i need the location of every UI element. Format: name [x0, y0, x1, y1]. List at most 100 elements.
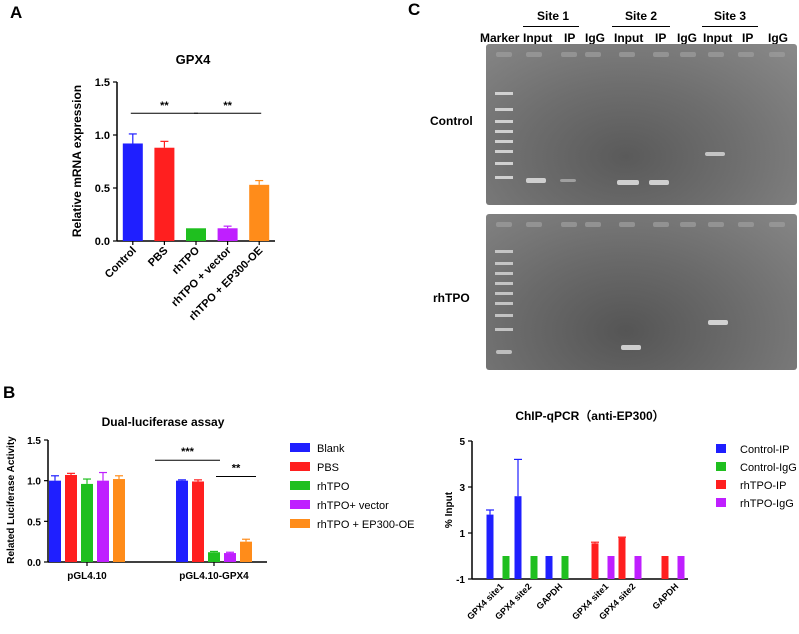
ladder-band	[495, 150, 513, 153]
bar-2	[154, 147, 175, 241]
gel-well	[653, 222, 669, 227]
bar-control-ip	[514, 496, 522, 556]
chart-b-y-tick-label: 0.0	[27, 558, 41, 569]
lane-label-marker: Marker	[480, 31, 520, 45]
significance-mark: **	[160, 100, 169, 112]
bar-rhtpo-ep300-oe	[113, 479, 125, 562]
site-divider-2	[612, 26, 670, 27]
legend-label: Control-IgG	[740, 462, 797, 474]
y-axis-label: Relative mRNA expression	[70, 85, 84, 237]
lane-label-input-3: Input	[703, 31, 733, 45]
ladder-band	[495, 92, 513, 95]
bar-blank	[176, 480, 188, 562]
chart-title: Dual-luciferase assay	[102, 415, 225, 429]
gel-well	[496, 52, 512, 57]
legend-label: PBS	[317, 462, 339, 474]
legend-label: rhTPO	[317, 481, 350, 493]
row-label-rhtpo: rhTPO	[433, 291, 470, 305]
bar-blank	[49, 480, 61, 562]
gel-well	[585, 52, 601, 57]
x-tick-label: pGL4.10	[67, 571, 107, 582]
gel-band-control-site1-ip	[560, 179, 576, 182]
lane-label-igg-3: IgG	[768, 31, 788, 45]
chart-a-y-tick-label: 1.5	[95, 77, 110, 89]
gel-band-rhtpo-marker-low	[496, 350, 512, 354]
ladder-band	[495, 120, 513, 123]
chart-b-y-tick-label: 0.5	[27, 517, 41, 528]
bar-rhtpo	[81, 483, 93, 562]
chart-title: ChIP-qPCR（anti-EP300）	[515, 408, 664, 423]
legend-label: Blank	[317, 443, 345, 455]
gel-band-rhtpo-site2-input	[621, 345, 641, 350]
gel-band-rhtpo-site3-input	[708, 320, 728, 325]
panel-letter-a: A	[10, 3, 23, 22]
bar-control-ip-below-zero	[514, 556, 522, 579]
bar-1	[122, 143, 143, 241]
site-header-3: Site 3	[713, 9, 746, 23]
lane-label-igg-1: IgG	[585, 31, 605, 45]
legend-label: Control-IP	[740, 444, 790, 456]
site-divider-3	[702, 26, 758, 27]
bar-rhtpo-ip-below-zero	[661, 556, 669, 579]
gel-well	[561, 222, 577, 227]
gel-image-rhtpo	[486, 214, 797, 370]
chart-a-y-tick-label: 1.0	[95, 130, 110, 142]
gel-well	[680, 222, 696, 227]
gel-well	[738, 52, 754, 57]
gel-well	[526, 52, 542, 57]
legend-swatch	[290, 443, 310, 452]
gel-well	[708, 222, 724, 227]
legend-swatch	[716, 444, 726, 453]
chart-a-y-tick-label: 0.5	[95, 183, 110, 195]
gel-well	[738, 222, 754, 227]
bar-rhtpo-vector	[97, 480, 109, 562]
y-axis-label: Related Luciferase Activity	[6, 436, 17, 564]
significance-mark: ***	[181, 446, 195, 458]
bar-control-igg-below-zero	[561, 556, 569, 579]
chart-a-y-tick-label: 0.0	[95, 236, 110, 248]
gel-well	[680, 52, 696, 57]
significance-mark: **	[232, 462, 241, 474]
site-divider-1	[523, 26, 579, 27]
bar-rhtpo-igg-below-zero	[634, 556, 642, 579]
chart-c-y-tick-label: 3	[459, 483, 465, 494]
legend-swatch	[716, 498, 726, 507]
gel-band-control-site3-input	[705, 152, 725, 156]
ladder-band	[495, 282, 513, 285]
gel-well	[561, 52, 577, 57]
chart-b-y-tick-label: 1.0	[27, 477, 41, 488]
lane-label-input-2: Input	[614, 31, 644, 45]
bar-rhtpo	[208, 552, 220, 562]
ladder-band	[495, 314, 513, 317]
bar-rhtpo-vector	[224, 553, 236, 562]
lane-label-input-1: Input	[523, 31, 553, 45]
chart-c-y-tick-label: 1	[459, 529, 465, 540]
bar-control-ip-below-zero	[545, 556, 553, 579]
chart-c-y-tick-label: -1	[456, 575, 465, 586]
gel-well	[708, 52, 724, 57]
bar-rhtpo-ip-below-zero	[591, 556, 599, 579]
y-axis-label: % Input	[444, 491, 455, 528]
bar-rhtpo-igg-below-zero	[677, 556, 685, 579]
gel-well	[526, 222, 542, 227]
bar-rhtpo-ip	[618, 537, 626, 556]
ladder-band	[495, 250, 513, 253]
legend-swatch	[716, 462, 726, 471]
lane-label-igg-2: IgG	[677, 31, 697, 45]
legend-label: rhTPO-IP	[740, 480, 786, 492]
bar-4	[217, 228, 238, 241]
bar-5	[249, 184, 270, 241]
gel-well	[653, 52, 669, 57]
ladder-band	[495, 162, 513, 165]
site-header-1: Site 1	[536, 9, 569, 23]
ladder-band	[495, 328, 513, 331]
bar-rhtpo-ip-below-zero	[618, 556, 626, 579]
bar-pbs	[65, 474, 77, 562]
significance-mark: **	[223, 100, 232, 112]
gel-well	[619, 52, 635, 57]
gel-band-control-site2-input	[617, 180, 639, 185]
